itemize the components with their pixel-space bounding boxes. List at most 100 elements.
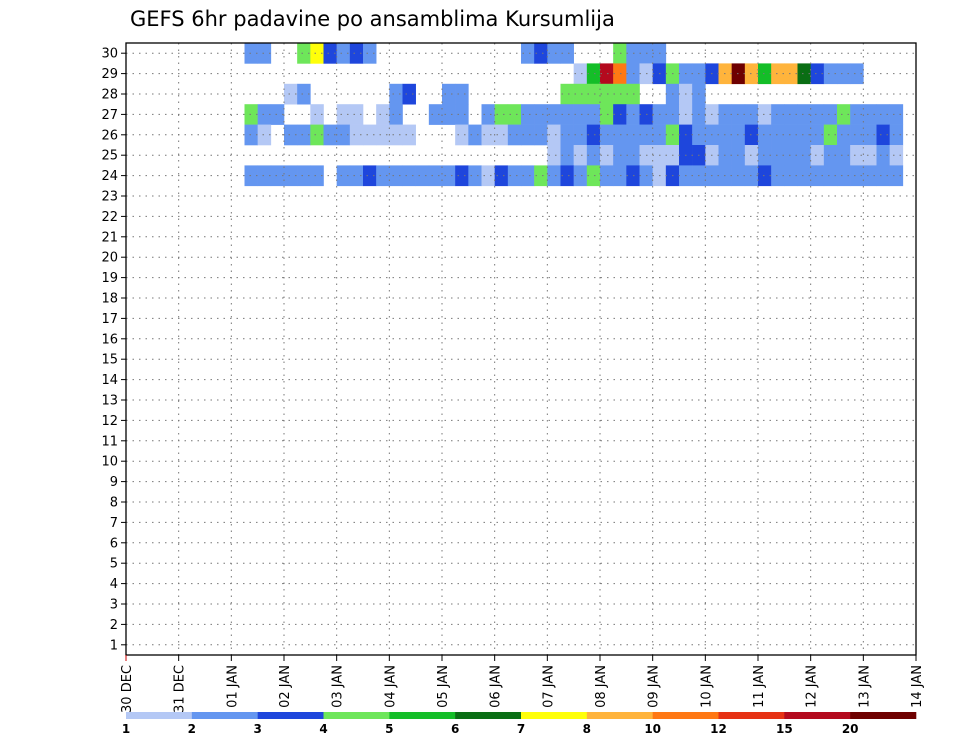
heatmap-cell <box>455 104 469 125</box>
heatmap-cell <box>837 104 851 125</box>
y-tick-label: 24 <box>101 169 118 184</box>
heatmap-cell <box>586 124 601 146</box>
heatmap-cell <box>297 165 311 187</box>
heatmap-cell <box>521 43 535 64</box>
heatmap-cell <box>481 165 495 187</box>
heatmap-cell <box>850 63 864 85</box>
heatmap-cell <box>336 43 351 64</box>
heatmap-cell <box>376 104 390 125</box>
heatmap-cell <box>428 165 443 187</box>
heatmap-cell <box>771 63 785 85</box>
x-tick-label: 13 JAN <box>857 665 872 708</box>
heatmap-cell <box>573 165 588 187</box>
heatmap-cell <box>468 165 482 187</box>
heatmap-cell <box>889 124 904 146</box>
heatmap-cell <box>744 124 759 146</box>
heatmap-cell <box>744 104 759 125</box>
heatmap-cell <box>349 43 364 64</box>
heatmap-cell <box>613 43 627 64</box>
heatmap-cell <box>323 124 337 146</box>
colorbar-swatch <box>586 712 653 719</box>
heatmap-cell <box>402 124 416 146</box>
heatmap-cell <box>534 43 548 64</box>
heatmap-cell <box>257 104 272 125</box>
y-tick-label: 22 <box>101 210 118 225</box>
heatmap-cell <box>481 104 495 125</box>
heatmap-cell <box>494 124 509 146</box>
heatmap-cell <box>455 165 469 187</box>
heatmap-cell <box>600 104 614 125</box>
y-tick-label: 6 <box>110 536 118 551</box>
colorbar-label: 1 <box>122 722 130 736</box>
heatmap-cell <box>863 104 877 125</box>
colorbar-swatch <box>257 712 324 719</box>
heatmap-cell <box>547 104 561 125</box>
heatmap-cell <box>784 165 798 187</box>
heatmap-cell <box>573 63 588 85</box>
heatmap-cell <box>744 63 759 85</box>
heatmap-cell <box>297 83 311 105</box>
heatmap-cell <box>876 165 890 187</box>
heatmap-cell <box>284 165 298 187</box>
heatmap-cell <box>547 43 561 64</box>
heatmap-cell <box>586 63 601 85</box>
y-tick-label: 12 <box>101 414 118 429</box>
heatmap-cell <box>810 104 825 125</box>
colorbar-label: 10 <box>644 722 661 736</box>
y-tick-label: 25 <box>101 149 118 164</box>
heatmap-cell <box>850 104 864 125</box>
heatmap-cell <box>349 104 364 125</box>
heatmap-cell <box>771 104 785 125</box>
heatmap-cell <box>810 145 825 166</box>
heatmap-cell <box>389 104 403 125</box>
heatmap-cell <box>363 165 377 187</box>
heatmap-cell <box>600 63 614 85</box>
heatmap-cell <box>560 145 574 166</box>
heatmap-cell <box>336 104 351 125</box>
y-tick-label: 26 <box>101 128 118 143</box>
heatmap-cell <box>863 165 877 187</box>
y-tick-label: 23 <box>101 190 118 205</box>
heatmap-cell <box>284 124 298 146</box>
y-tick-label: 29 <box>101 67 118 82</box>
heatmap-cell <box>270 104 285 125</box>
colorbar-swatch <box>191 712 258 719</box>
x-tick-label: 03 JAN <box>331 665 346 708</box>
y-tick-label: 3 <box>110 598 118 613</box>
x-tick-label: 06 JAN <box>489 665 504 708</box>
heatmap-cell <box>613 145 627 166</box>
heatmap-cell <box>797 124 811 146</box>
colorbar-label: 4 <box>319 722 327 736</box>
heatmap-cell <box>823 104 838 125</box>
y-tick-label: 20 <box>101 251 118 266</box>
heatmap-cell <box>823 63 838 85</box>
heatmap-cell <box>363 124 377 146</box>
y-axis-labels: 1234567891011121314151617181920212223242… <box>101 47 126 653</box>
heatmap-cell <box>850 124 864 146</box>
heatmap-cell <box>310 165 324 187</box>
x-tick-label: 08 JAN <box>594 665 609 708</box>
heatmap-cell <box>349 124 364 146</box>
heatmap-cell <box>534 104 548 125</box>
heatmap-cell <box>428 104 443 125</box>
colorbar-swatch <box>718 712 785 719</box>
heatmap-cell <box>823 145 838 166</box>
heatmap-cell <box>521 124 535 146</box>
heatmap-cell <box>889 104 904 125</box>
heatmap-cell <box>758 63 772 85</box>
heatmap-cell <box>494 104 509 125</box>
heatmap-cell <box>837 124 851 146</box>
heatmap-cell <box>376 165 390 187</box>
heatmap-cell <box>363 43 377 64</box>
y-tick-label: 16 <box>101 332 118 347</box>
heatmap-cell <box>494 165 509 187</box>
heatmap-cell <box>547 165 561 187</box>
y-tick-label: 1 <box>110 638 118 653</box>
colorbar-swatch <box>784 712 851 719</box>
grid-lines <box>126 43 916 655</box>
heatmap-cell <box>758 165 772 187</box>
heatmap-cell <box>442 104 456 125</box>
heatmap-cell <box>797 63 811 85</box>
heatmap-cell <box>876 145 890 166</box>
heatmap-cell <box>863 145 877 166</box>
